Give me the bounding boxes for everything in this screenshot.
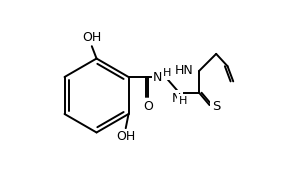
Text: OH: OH [116,130,135,143]
Text: S: S [212,100,220,113]
Text: HN: HN [175,64,193,77]
Text: N: N [153,70,162,83]
Text: N: N [172,91,182,104]
Text: OH: OH [82,31,102,44]
Text: H: H [163,68,172,78]
Text: O: O [144,100,153,113]
Text: H: H [178,96,187,106]
